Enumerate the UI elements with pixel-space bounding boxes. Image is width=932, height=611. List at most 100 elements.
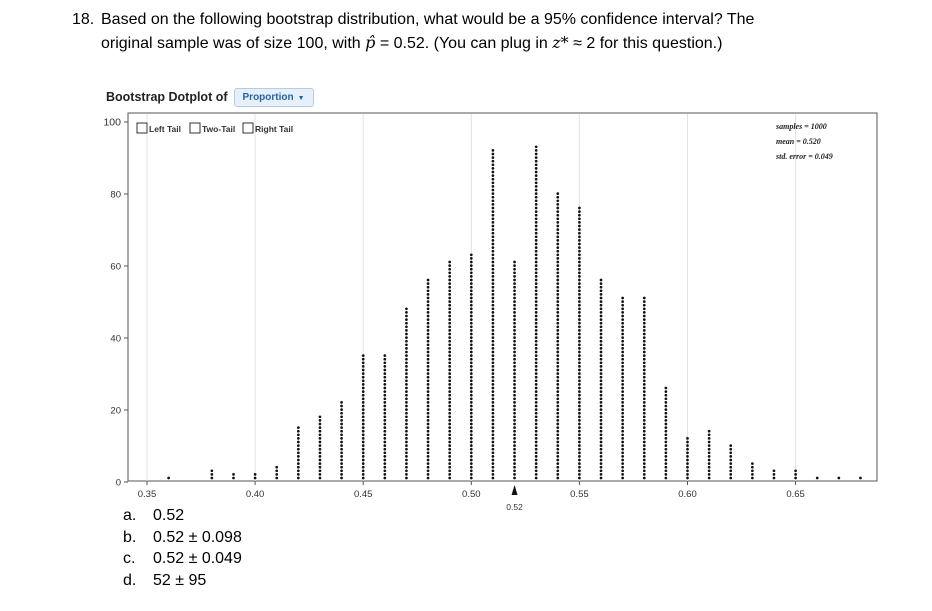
dot <box>469 408 473 411</box>
dot <box>556 329 560 332</box>
dot <box>426 422 430 426</box>
dot <box>621 314 624 318</box>
dot <box>513 260 516 264</box>
dot <box>340 426 343 429</box>
dotplot-title: Bootstrap Dotplot of <box>106 90 228 104</box>
dot <box>469 361 473 365</box>
dot <box>469 365 473 368</box>
dot <box>599 278 603 282</box>
dot <box>405 336 408 339</box>
dot <box>534 329 538 332</box>
dot <box>556 339 560 343</box>
dot <box>599 339 603 343</box>
dot <box>491 357 495 361</box>
dot <box>534 264 538 267</box>
dot <box>621 354 624 357</box>
dot <box>426 458 430 462</box>
dot <box>448 415 452 419</box>
mean-marker-label: 0.52 <box>506 502 523 512</box>
tail-checkbox[interactable] <box>136 122 148 134</box>
dot <box>578 210 581 213</box>
dot <box>361 365 365 368</box>
dot <box>664 469 668 473</box>
dot <box>513 350 516 354</box>
dot <box>642 386 646 390</box>
dot <box>578 213 581 217</box>
dot <box>383 368 387 372</box>
dot <box>556 271 560 275</box>
dot <box>556 267 560 271</box>
dot <box>448 368 452 372</box>
dot <box>534 347 538 350</box>
dot <box>426 303 430 307</box>
dot <box>642 458 646 462</box>
dot <box>361 383 365 386</box>
dot <box>534 217 538 221</box>
dot <box>599 375 603 379</box>
choice-letter: d. <box>123 571 137 589</box>
dot <box>578 379 581 383</box>
dot <box>318 476 322 480</box>
dot <box>621 422 624 426</box>
dot <box>578 350 581 354</box>
dot <box>405 357 408 361</box>
dot <box>729 444 733 447</box>
dot <box>621 368 624 372</box>
dot <box>599 455 603 458</box>
dot <box>491 293 495 296</box>
dot <box>513 289 516 293</box>
dot <box>296 433 300 437</box>
dot <box>405 411 408 415</box>
dot <box>513 397 516 401</box>
dot <box>599 419 603 422</box>
dot <box>578 354 581 357</box>
dot <box>469 267 473 271</box>
dot <box>491 159 495 163</box>
variable-dropdown[interactable]: Proportion ▼ <box>233 87 314 107</box>
checkbox-label: Right Tail <box>255 124 293 134</box>
dot <box>534 314 538 318</box>
dot <box>513 365 516 368</box>
dot <box>469 429 473 433</box>
y-tick-label: 40 <box>110 334 121 345</box>
dot <box>340 469 343 473</box>
dot <box>578 318 581 321</box>
answer-choice-c[interactable]: c. 0.52 ± 0.049 <box>123 548 242 570</box>
answer-choice-d[interactable]: d. 52 ± 95 <box>123 570 242 592</box>
dot <box>491 476 495 480</box>
dot <box>664 429 668 433</box>
dot <box>469 285 473 289</box>
dot <box>469 401 473 404</box>
dot <box>534 444 538 447</box>
tail-checkbox[interactable] <box>189 122 201 134</box>
dot <box>426 404 430 408</box>
dot <box>664 397 668 401</box>
dot <box>642 401 646 404</box>
dot <box>578 239 581 242</box>
answer-choice-a[interactable]: a. 0.52 <box>123 505 242 527</box>
dot <box>621 339 624 343</box>
dot <box>664 451 668 455</box>
dot <box>491 206 495 210</box>
dot <box>513 361 516 365</box>
dot <box>340 419 343 422</box>
tail-checkbox[interactable] <box>242 122 254 134</box>
dot <box>513 462 516 465</box>
dot <box>556 408 560 411</box>
dot <box>491 307 495 311</box>
dot <box>405 426 408 429</box>
dot <box>556 347 560 350</box>
dot <box>448 419 452 422</box>
dot <box>578 206 581 210</box>
dot <box>491 354 495 357</box>
dot <box>513 368 516 372</box>
answer-choice-b[interactable]: b. 0.52 ± 0.098 <box>123 527 242 549</box>
dot <box>405 368 408 372</box>
dot <box>556 332 560 336</box>
dot <box>253 476 257 480</box>
dot <box>491 210 495 213</box>
dot <box>448 347 452 350</box>
dot <box>642 357 646 361</box>
dot <box>707 476 711 480</box>
dot <box>513 451 516 455</box>
